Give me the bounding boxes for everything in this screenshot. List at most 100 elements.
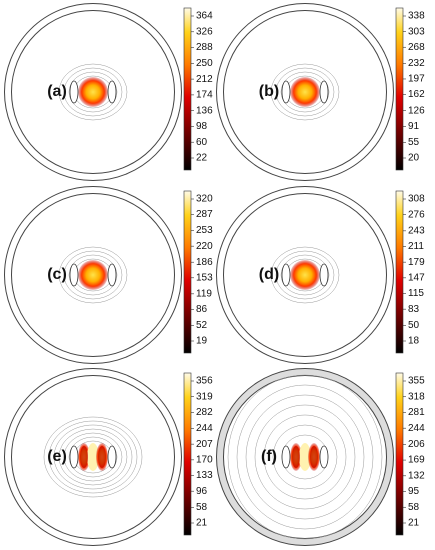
contour-line — [68, 254, 118, 296]
colorbar — [183, 190, 192, 354]
colorbar-tick-label: 119 — [196, 288, 212, 299]
colorbar-tick-label: 19 — [196, 336, 208, 347]
contour-line — [236, 384, 374, 530]
colorbar-tick-label: 244 — [196, 423, 213, 434]
colorbar-tick-label: 356 — [196, 376, 213, 387]
colorbar-tick-label: 206 — [408, 439, 425, 450]
panel: (b) 338 303 268 232 197 162 126 91 55 20 — [216, 3, 425, 181]
colorbar-tick-label: 174 — [196, 90, 213, 101]
colorbar-tick-label: 243 — [408, 225, 425, 236]
colorbar-tick-label: 282 — [196, 407, 213, 418]
panel: (c) 320 287 253 220 186 153 119 86 52 19 — [4, 186, 213, 364]
lens — [107, 445, 117, 469]
colorbar-tick-label: 320 — [196, 194, 213, 205]
contour-line — [63, 250, 123, 300]
colorbar-tick-label: 20 — [408, 153, 420, 164]
lens — [69, 445, 79, 469]
colorbar-tick-label: 132 — [408, 470, 425, 481]
heat-spot — [290, 260, 320, 290]
colorbar-tick-label: 308 — [408, 194, 425, 205]
colorbar-tick-label: 179 — [408, 257, 425, 268]
heat-core — [98, 446, 106, 468]
colorbar-tick-label: 169 — [408, 455, 425, 466]
outer-boundary — [4, 3, 182, 181]
panel-label: (a) — [47, 83, 67, 100]
heat-spot — [78, 260, 108, 290]
colorbar-tick-label: 86 — [196, 304, 208, 315]
heat-lobe — [87, 443, 99, 471]
colorbar — [395, 7, 404, 171]
colorbar-tick-label: 83 — [408, 304, 420, 315]
colorbar-tick-label: 58 — [196, 502, 208, 513]
lens — [319, 80, 329, 104]
colorbar-tick-label: 91 — [408, 121, 420, 132]
outer-boundary — [4, 368, 182, 546]
colorbar-tick-label: 220 — [196, 241, 213, 252]
contour-line — [270, 63, 340, 121]
colorbar-tick-label: 153 — [196, 272, 213, 283]
colorbar-tick-label: 98 — [196, 121, 208, 132]
colorbar-tick-label: 55 — [408, 137, 420, 148]
colorbar-tick-label: 162 — [408, 89, 425, 100]
contour-line — [58, 246, 128, 304]
colorbar-tick-label: 197 — [408, 74, 425, 85]
colorbar-tick-label: 18 — [408, 336, 420, 347]
colorbar-tick-label: 126 — [408, 105, 425, 116]
heat-lobe — [299, 443, 311, 471]
colorbar-tick-label: 319 — [196, 391, 213, 402]
colorbar-tick-label: 22 — [196, 153, 208, 164]
colorbar-tick-label: 147 — [408, 272, 425, 283]
contour-line — [227, 374, 383, 540]
colorbar — [183, 7, 192, 171]
heat-core — [80, 446, 88, 468]
contour-line — [43, 416, 143, 498]
contour-line — [48, 420, 138, 494]
colorbar-tick-label: 276 — [408, 209, 425, 220]
colorbar-tick-label: 21 — [408, 518, 420, 529]
lens — [69, 80, 79, 104]
lens — [319, 445, 329, 469]
colorbar-tick-label: 115 — [408, 288, 424, 299]
colorbar-tick-label: 96 — [196, 486, 208, 497]
inner-boundary — [11, 193, 175, 357]
outer-boundary — [216, 186, 394, 364]
colorbar-tick-label: 95 — [408, 486, 420, 497]
colorbar-tick-label: 364 — [196, 11, 213, 22]
panel-label: (d) — [259, 266, 279, 283]
contour-line — [275, 67, 335, 117]
panel: (a) 364 326 288 250 212 174 136 98 60 22 — [4, 3, 213, 181]
colorbar-tick-label: 326 — [196, 26, 213, 37]
colorbar-tick-label: 281 — [408, 407, 425, 418]
colorbar-tick-label: 133 — [196, 470, 213, 481]
colorbar-tick-label: 303 — [408, 26, 425, 37]
panel-label: (c) — [47, 266, 67, 283]
colorbar-tick-label: 318 — [408, 391, 425, 402]
contour-line — [280, 71, 330, 113]
heat-spot — [78, 77, 108, 107]
colorbar-tick-label: 244 — [408, 423, 425, 434]
colorbar-tick-label: 253 — [196, 225, 213, 236]
colorbar-tick-label: 60 — [196, 137, 208, 148]
panel-label: (e) — [47, 448, 67, 465]
contour-line — [68, 436, 118, 478]
contour-line — [63, 67, 123, 117]
inner-boundary — [11, 10, 175, 174]
lens — [69, 263, 79, 287]
contour-line — [53, 424, 133, 490]
colorbar — [395, 372, 404, 536]
colorbar-tick-label: 211 — [408, 241, 424, 252]
inner-boundary — [223, 10, 387, 174]
panel: (d) 308 276 243 211 179 147 115 83 50 18 — [216, 186, 425, 364]
colorbar — [183, 372, 192, 536]
inner-boundary — [223, 375, 387, 539]
panel: (e) 356 319 282 244 207 170 133 96 58 21 — [4, 368, 213, 546]
lens — [281, 263, 291, 287]
lens — [281, 80, 291, 104]
heat-core — [310, 446, 318, 468]
panel-label: (f) — [261, 448, 277, 465]
heat-core — [292, 446, 300, 468]
contour-line — [275, 250, 335, 300]
contour-line — [245, 394, 365, 520]
colorbar-tick-label: 232 — [408, 58, 425, 69]
